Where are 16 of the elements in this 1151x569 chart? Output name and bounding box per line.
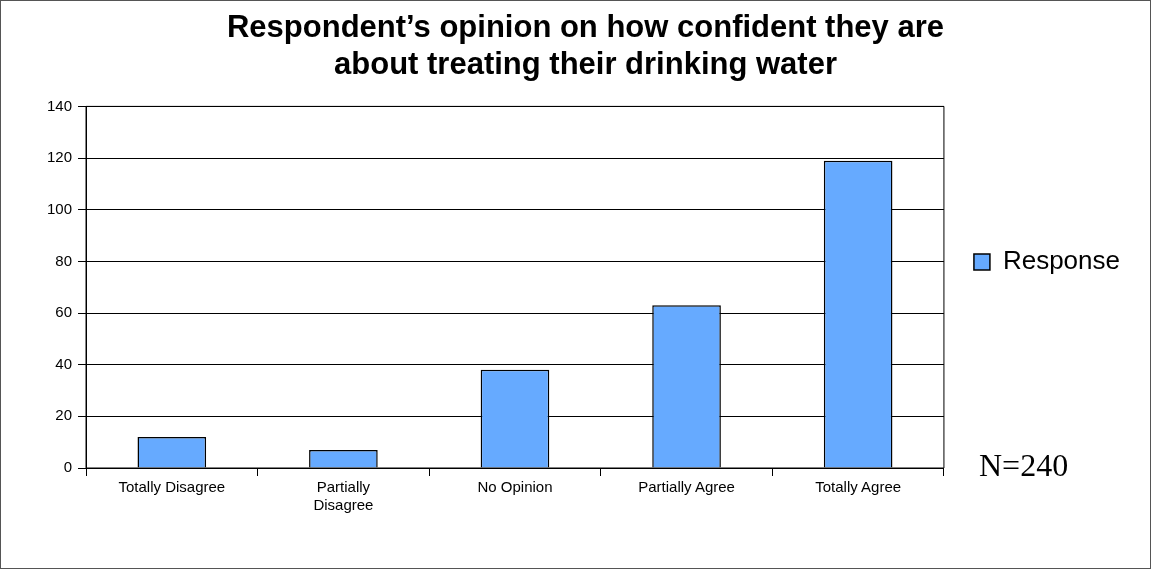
y-tick-label: 0 (63, 458, 73, 476)
y-tick-label: 60 (55, 303, 73, 321)
x-tick-label: No Opinion (477, 478, 553, 496)
x-tick-label: Totally Agree (815, 478, 902, 496)
legend-label: Response (1002, 245, 1120, 276)
text: N=240 (979, 447, 1069, 484)
y-tick-label: 100 (47, 199, 73, 217)
x-tick-label: Totally Disagree (118, 478, 226, 496)
y-tick-label: 140 (47, 96, 73, 114)
x-tick-label: Partially Agree (638, 478, 735, 496)
chart-title: Respondent’s opinion on how confident they are about treating their drinking water (226, 9, 945, 82)
x-tick-label: Partially Disagree (313, 478, 374, 514)
y-tick-label: 80 (55, 251, 73, 269)
y-tick-label: 20 (55, 406, 73, 424)
y-tick-label: 120 (47, 148, 73, 166)
y-tick-label: 40 (55, 354, 73, 372)
